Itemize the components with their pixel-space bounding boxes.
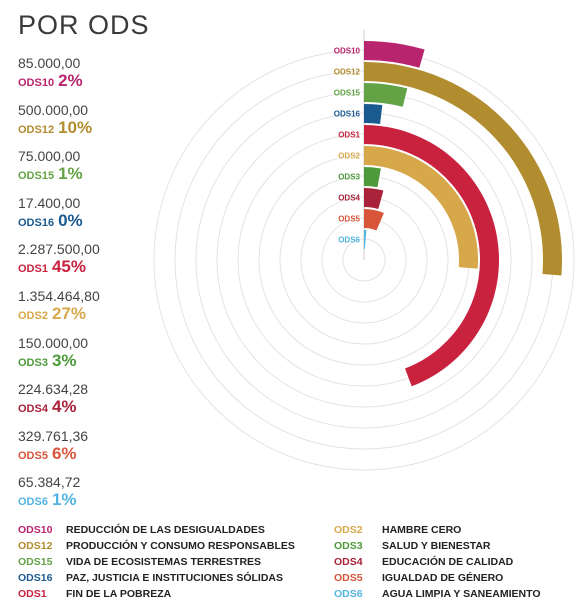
stat-percent: 3% (51, 350, 77, 370)
stat-amount: 85.000,00 (18, 55, 81, 71)
legend-item: ODS3 SALUD Y BIENESTAR (334, 540, 491, 553)
legend-label: SALUD Y BIENESTAR (382, 540, 491, 552)
stat-code: ODS6 (18, 496, 48, 509)
legend-label: VIDA DE ECOSISTEMAS TERRESTRES (66, 556, 262, 568)
legend-item: ODS5 IGUALDAD DE GÉNERO (334, 572, 503, 585)
bar-ods2 (364, 146, 478, 269)
bar-ods6 (364, 230, 367, 250)
bar-label-ods2: ODS2 (338, 152, 360, 161)
stat-amount: 150.000,00 (18, 334, 89, 351)
stat-amount: 500.000,00 (18, 101, 89, 118)
legend-label: IGUALDAD DE GÉNERO (382, 572, 504, 584)
stat-code: ODS10 (18, 77, 55, 89)
legend-code: ODS16 (18, 572, 53, 584)
stat-code: ODS2 (18, 309, 48, 322)
stat-amount: 1.354.464,80 (18, 287, 100, 304)
stat-amount: 224.634,28 (18, 381, 89, 398)
bar-ods15 (364, 83, 408, 107)
stat-percent: 27% (51, 303, 86, 323)
legend-label: PAZ, JUSTICIA E INSTITUCIONES SÓLIDAS (66, 572, 284, 584)
bar-label-ods12: ODS12 (334, 68, 361, 77)
stat-code: ODS16 (18, 216, 55, 229)
stat-code: ODS1 (18, 263, 48, 276)
stat-percent: 2% (58, 71, 83, 90)
stat-amount: 329.761,36 (18, 427, 89, 444)
bar-ods4 (364, 188, 384, 209)
bar-label-ods1: ODS1 (338, 131, 360, 140)
bar-ods5 (364, 209, 384, 231)
bar-label-ods6: ODS6 (338, 236, 360, 245)
bar-ods10 (364, 41, 425, 68)
stat-item: 150.000,00 ODS3 3% (18, 335, 168, 382)
bar-ods1 (364, 125, 499, 387)
stat-percent: 1% (51, 490, 77, 510)
bar-label-ods5: ODS5 (338, 215, 360, 224)
stat-amount: 75.000,00 (18, 148, 81, 165)
bar-label-ods16: ODS16 (334, 110, 361, 119)
bar-label-ods10: ODS10 (334, 47, 361, 56)
stat-item: 2.287.500,00 ODS1 45% (18, 241, 168, 288)
legend-code: ODS12 (18, 540, 53, 552)
stat-item: 17.400,00 ODS16 0% (18, 195, 168, 242)
legend-label: HAMBRE CERO (382, 524, 462, 536)
stat-item: 329.761,36 ODS5 6% (18, 428, 168, 475)
bar-label-ods15: ODS15 (334, 89, 361, 98)
legend-item: ODS1 FIN DE LA POBREZA (18, 588, 171, 601)
legend-label: EDUCACIÓN DE CALIDAD (382, 556, 514, 568)
stat-percent: 1% (58, 164, 83, 184)
legend-item: ODS2 HAMBRE CERO (334, 524, 461, 537)
legend-code: ODS1 (18, 588, 47, 600)
legend-item: ODS16 PAZ, JUSTICIA E INSTITUCIONES SÓLID… (18, 572, 283, 585)
stat-percent: 45% (51, 257, 86, 277)
stat-amount: 65.384,72 (18, 474, 81, 491)
legend-item: ODS4 EDUCACIÓN DE CALIDAD (334, 556, 513, 569)
legend-label: AGUA LIMPIA Y SANEAMIENTO (382, 588, 541, 600)
bar-ods16 (364, 104, 383, 124)
stat-code: ODS4 (18, 403, 48, 416)
legend-code: ODS6 (334, 588, 363, 600)
stat-amount: 17.400,00 (18, 194, 81, 211)
stat-percent: 0% (58, 210, 83, 230)
stat-code: ODS12 (18, 123, 55, 136)
page-title: POR ODS (18, 10, 150, 40)
stat-amount: 2.287.500,00 (18, 241, 100, 258)
stat-code: ODS5 (18, 449, 48, 462)
stat-item: 85.000,00 ODS10 2% (18, 55, 168, 102)
stat-item: 500.000,00 ODS12 10% (18, 102, 168, 149)
legend-code: ODS10 (18, 524, 53, 536)
stat-percent: 6% (51, 443, 77, 463)
legend-code: ODS15 (18, 556, 53, 568)
stat-item: 75.000,00 ODS15 1% (18, 148, 168, 195)
legend-code: ODS3 (334, 540, 363, 552)
stat-item: 65.384,72 ODS6 1% (18, 474, 168, 521)
bar-ods3 (364, 167, 381, 188)
legend-item: ODS15 VIDA DE ECOSISTEMAS TERRESTRES (18, 556, 261, 569)
stat-percent: 4% (51, 397, 77, 417)
bar-ods12 (364, 62, 562, 276)
stat-item: 1.354.464,80 ODS2 27% (18, 288, 168, 335)
legend-item: ODS10 REDUCCIÓN DE LAS DESIGUALDADES (18, 524, 265, 537)
stat-percent: 10% (58, 117, 93, 137)
legend-code: ODS5 (334, 572, 363, 584)
stat-code: ODS3 (18, 356, 48, 369)
legend-item: ODS6 AGUA LIMPIA Y SANEAMIENTO (334, 588, 541, 601)
bar-label-ods4: ODS4 (338, 194, 360, 203)
legend-code: ODS4 (334, 556, 363, 568)
stat-code: ODS15 (18, 170, 55, 183)
legend-item: ODS12 PRODUCCIÓN Y CONSUMO RESPONSABLES (18, 540, 295, 553)
legend-label: FIN DE LA POBREZA (66, 588, 172, 600)
stat-item: 224.634,28 ODS4 4% (18, 381, 168, 428)
legend-label: REDUCCIÓN DE LAS DESIGUALDADES (66, 524, 265, 536)
bar-label-ods3: ODS3 (338, 173, 360, 182)
legend-code: ODS2 (334, 524, 363, 536)
legend-label: PRODUCCIÓN Y CONSUMO RESPONSABLES (66, 540, 295, 552)
radial-bar-chart: ODS10 ODS12 ODS15 ODS16 ODS1 ODS2 ODS3 ODS4 ODS5… (153, 30, 575, 471)
stats-list: 85.000,00 ODS10 2% 500.000,00 ODS12 10% 75… (18, 55, 168, 521)
